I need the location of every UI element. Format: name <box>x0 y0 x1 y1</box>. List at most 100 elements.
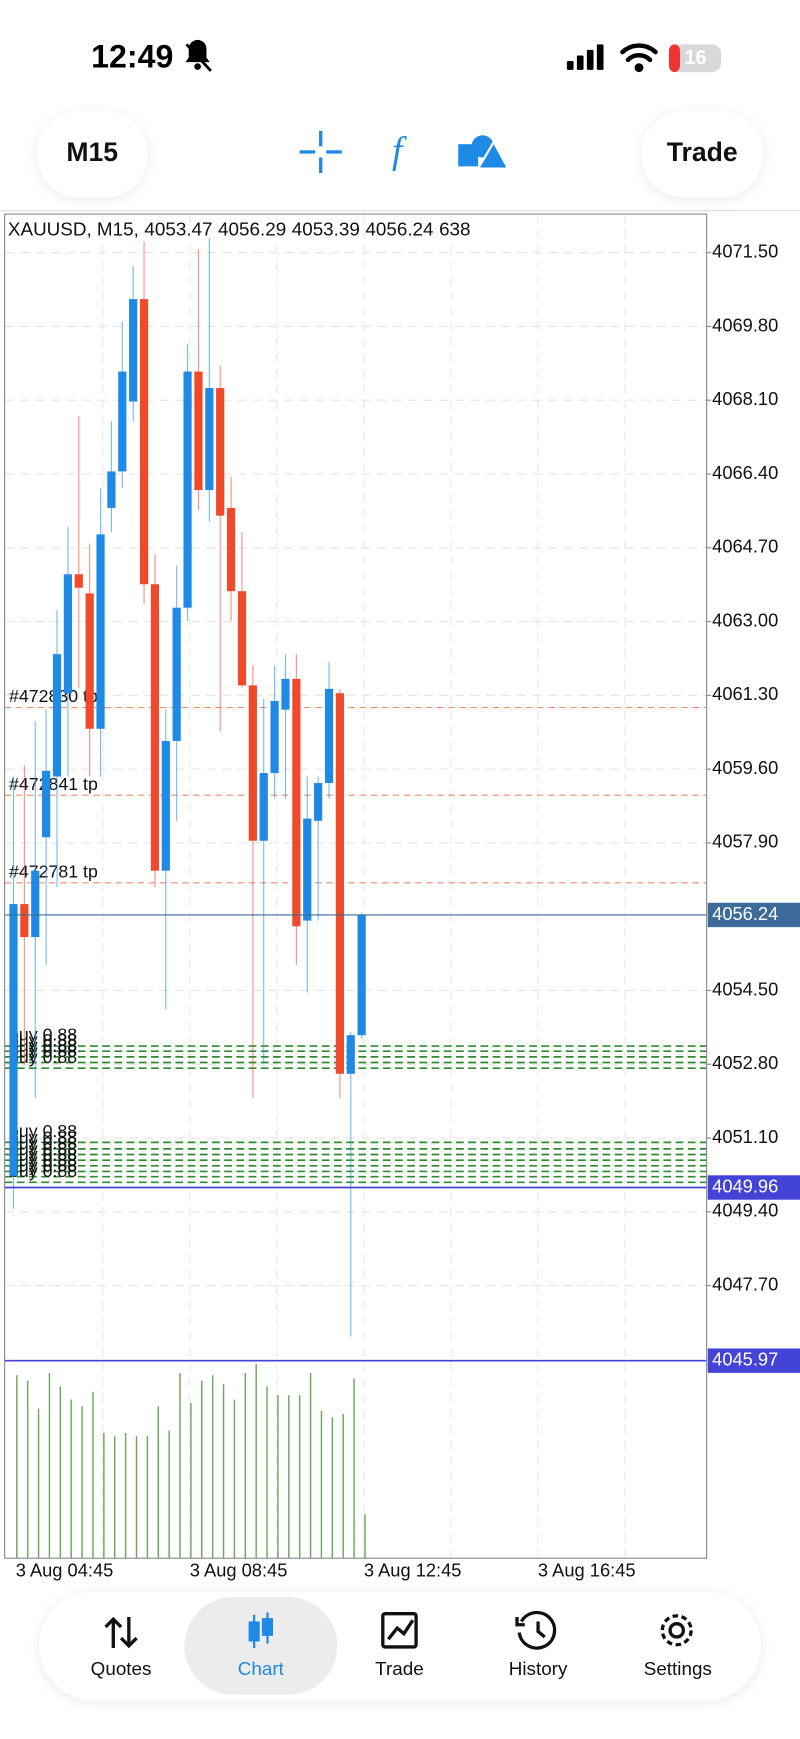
order-label: buy 0.88 <box>9 1030 77 1050</box>
candle-body <box>96 534 105 729</box>
candle-body <box>183 371 192 608</box>
candle-body <box>259 773 268 841</box>
chart-header-part: 4053.47 <box>144 219 212 240</box>
order-label: buy 0.88 <box>9 1145 77 1165</box>
y-tick-label: 4063.00 <box>712 609 778 630</box>
order-label: buy 0.88 <box>9 1128 77 1148</box>
chart-header: XAUUSD, M15, 4053.47 4056.29 4053.39 4056.24… <box>8 219 471 240</box>
y-tick-label: 4068.10 <box>712 388 778 409</box>
candle-body <box>237 591 247 686</box>
candle-body <box>281 678 290 710</box>
y-tick-label: 4054.50 <box>712 978 778 999</box>
order-label: buy 0.88 <box>9 1041 77 1061</box>
candle-body <box>303 818 312 921</box>
chart-header-part: 4053.39 <box>292 219 360 240</box>
wifi-icon <box>620 43 658 73</box>
candle-body <box>161 740 170 871</box>
bid-label: 4056.24 <box>712 903 778 924</box>
candle-body <box>216 388 225 516</box>
battery-text: 16 <box>684 47 706 69</box>
level-label: 4049.96 <box>712 1175 778 1196</box>
x-tick-label: 3 Aug 16:45 <box>538 1559 636 1580</box>
order-label: buy 0.88 <box>9 1036 77 1056</box>
chart-frame <box>4 213 708 1559</box>
candle-body <box>139 299 149 585</box>
y-tick-label: 4069.80 <box>712 314 778 335</box>
y-tick-label: 4049.40 <box>712 1200 778 1221</box>
crosshair-icon[interactable] <box>299 130 342 174</box>
quotes-icon[interactable] <box>104 1616 138 1649</box>
nav-label[interactable]: Quotes <box>91 1658 152 1679</box>
nav-label[interactable]: Settings <box>644 1658 712 1679</box>
x-tick-label: 3 Aug 08:45 <box>190 1559 288 1580</box>
signal-icon <box>566 44 604 70</box>
tp-label: #472781 tp <box>9 862 98 882</box>
candle-body <box>107 471 116 508</box>
x-tick-label: 3 Aug 04:45 <box>16 1559 114 1580</box>
y-tick-label: 4064.70 <box>712 536 778 557</box>
chart-header-part: XAUUSD, M15, <box>8 219 139 240</box>
candle-body <box>346 1035 355 1074</box>
nav-label[interactable]: History <box>509 1658 568 1679</box>
candle-body <box>172 607 181 741</box>
candle-body <box>42 770 51 838</box>
candle-body <box>20 904 29 938</box>
candle-body <box>63 574 72 694</box>
order-label: buy 0.88 <box>9 1121 77 1141</box>
settings-icon[interactable] <box>660 1614 693 1647</box>
level-label-box <box>707 1175 800 1200</box>
candle-body <box>314 783 323 821</box>
y-tick-label: 4047.70 <box>712 1273 778 1294</box>
chart-header-part: 4056.29 <box>218 219 286 240</box>
candle-body <box>150 584 160 871</box>
order-label: buy 0.88 <box>9 1025 77 1045</box>
candle-body <box>357 914 366 1036</box>
level-label: 4045.97 <box>712 1348 778 1369</box>
nav-labels: Quotes Chart Trade History Settings <box>91 1658 712 1679</box>
trade-button[interactable] <box>641 110 764 198</box>
timeframe-button[interactable] <box>36 110 148 198</box>
candle-body <box>52 654 62 777</box>
tp-label: #472841 tp <box>9 774 98 794</box>
status-time: 12:49 <box>91 38 173 74</box>
trade-icon[interactable] <box>381 1612 418 1649</box>
y-tick-label: 4066.40 <box>712 462 778 483</box>
order-label: buy 0.88 <box>9 1155 77 1175</box>
y-tick-label: 4071.50 <box>712 241 778 262</box>
candle-body <box>9 904 18 1176</box>
candle-body <box>31 870 40 938</box>
trade-button-label[interactable]: Trade <box>667 137 738 167</box>
order-label: buy 0.88 <box>9 1133 77 1153</box>
chart-header-part: 4056.24 <box>365 219 433 240</box>
y-tick-label: 4051.10 <box>712 1126 778 1147</box>
x-tick-label: 3 Aug 12:45 <box>364 1559 462 1580</box>
candle-body <box>85 593 94 729</box>
order-label: buy 0.88 <box>9 1139 77 1159</box>
battery <box>668 44 722 73</box>
nav-label[interactable]: Trade <box>375 1658 424 1679</box>
objects-icon[interactable] <box>458 135 510 170</box>
candle-body <box>324 688 334 784</box>
chart-icon[interactable] <box>248 1612 274 1649</box>
y-tick-label: 4059.60 <box>712 757 778 778</box>
chart: 4071.50 4069.80 4068.10 4066.40 4064.70 4063.… <box>4 214 800 1580</box>
y-tick-label: 4052.80 <box>712 1052 778 1073</box>
candle-body <box>118 371 127 472</box>
order-label: buy 0.88 <box>9 1150 77 1170</box>
order-label: buy 0.88 <box>9 1161 77 1181</box>
battery-level <box>668 44 681 73</box>
mute-icon <box>185 39 212 72</box>
candle-body <box>194 371 203 491</box>
indicator-icon[interactable]: f <box>392 130 407 172</box>
y-tick-label: 4057.90 <box>712 831 778 852</box>
level-label-box <box>707 1348 800 1373</box>
candle-body <box>205 388 214 491</box>
candle-body <box>74 574 83 588</box>
timeframe-label[interactable]: M15 <box>66 137 118 167</box>
candle-body <box>129 299 138 402</box>
history-icon[interactable] <box>515 1610 557 1650</box>
nav-label[interactable]: Chart <box>238 1658 285 1679</box>
candle-body <box>270 700 279 774</box>
y-tick-label: 4061.30 <box>712 683 778 704</box>
candle-body <box>292 678 301 927</box>
